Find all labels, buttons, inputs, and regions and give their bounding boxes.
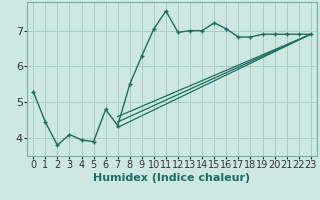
X-axis label: Humidex (Indice chaleur): Humidex (Indice chaleur) — [93, 173, 251, 183]
